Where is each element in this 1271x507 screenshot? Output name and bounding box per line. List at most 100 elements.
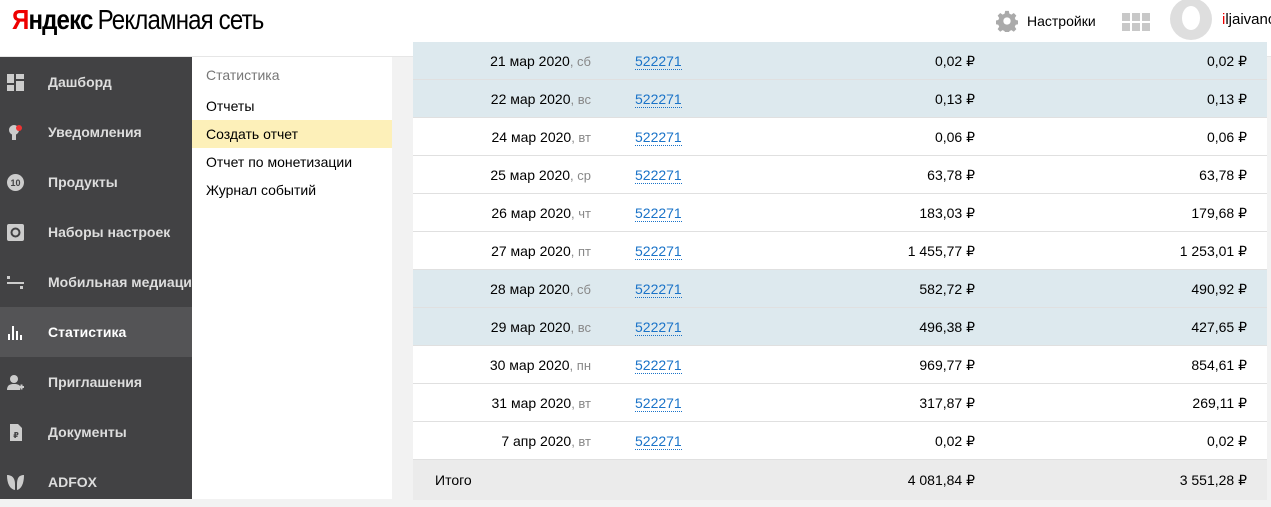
value-cell-1: 0,02 ₽	[934, 433, 975, 449]
weekday: , вт	[571, 434, 591, 449]
sidebar: Дашборд Уведомления 10 Продукты Наборы настр…	[0, 57, 200, 499]
total-value-1: 4 081,84 ₽	[907, 472, 975, 488]
stats-submenu: Статистика Отчеты Создать отчет Отчет по м…	[192, 57, 392, 499]
total-label: Итого	[435, 472, 472, 488]
logo-text: ндекс	[28, 4, 93, 35]
block-id-link[interactable]: 522271	[635, 319, 682, 336]
value-cell-1: 63,78 ₽	[927, 167, 975, 183]
date-text: 26 мар 2020	[491, 205, 572, 221]
sidebar-item-3[interactable]: 10 Продукты	[0, 157, 192, 207]
value-cell-1: 582,72 ₽	[919, 281, 975, 297]
date-cell: 28 мар 2020, сб	[490, 281, 591, 297]
block-id-link[interactable]: 522271	[635, 281, 682, 298]
submenu-item[interactable]: Отчет по монетизации	[206, 154, 353, 170]
weekday: , ср	[570, 168, 591, 183]
value-cell-1: 317,87 ₽	[919, 395, 975, 411]
block-id-link[interactable]: 522271	[635, 395, 682, 412]
table-row: 31 мар 2020, вт 522271 317,87 ₽ 269,11 ₽	[413, 384, 1267, 422]
bar-chart-icon	[7, 324, 24, 341]
sidebar-item-label: Продукты	[48, 174, 118, 190]
sidebar-item-label: Приглашения	[48, 374, 143, 390]
date-text: 22 мар 2020	[490, 91, 571, 107]
value-cell-2: 63,78 ₽	[1199, 167, 1247, 183]
block-id-link[interactable]: 522271	[635, 53, 682, 70]
table-row: 28 мар 2020, сб 522271 582,72 ₽ 490,92 ₽	[413, 270, 1267, 308]
settings-button[interactable]: Настройки	[996, 10, 1096, 32]
value-cell-2: 490,92 ₽	[1191, 281, 1247, 297]
submenu-item[interactable]: Журнал событий	[206, 182, 317, 198]
table-row: 22 мар 2020, вс 522271 0,13 ₽ 0,13 ₽	[413, 80, 1267, 118]
sidebar-item-8[interactable]: ₽ Документы	[0, 407, 192, 457]
date-text: 31 мар 2020	[491, 395, 572, 411]
sidebar-item-9[interactable]: ADFOX	[0, 457, 192, 507]
total-row: Итого 4 081,84 ₽ 3 551,28 ₽	[413, 460, 1267, 500]
sidebar-item-4[interactable]: Наборы настроек	[0, 207, 192, 257]
weekday: , сб	[569, 282, 591, 297]
sidebar-item-2[interactable]: Уведомления	[0, 107, 192, 157]
block-id-link[interactable]: 522271	[635, 167, 682, 184]
block-id-link[interactable]: 522271	[635, 129, 682, 146]
sidebar-item-label: ADFOX	[48, 474, 97, 490]
value-cell-2: 854,61 ₽	[1191, 357, 1247, 373]
table-row: 25 мар 2020, ср 522271 63,78 ₽ 63,78 ₽	[413, 156, 1267, 194]
logo-letter: Я	[12, 4, 29, 35]
apps-grid-icon[interactable]	[1122, 13, 1150, 31]
date-cell: 24 мар 2020, вт	[491, 129, 591, 145]
value-cell-2: 427,65 ₽	[1191, 319, 1247, 335]
date-text: 29 мар 2020	[490, 319, 571, 335]
weekday: , пт	[570, 244, 591, 259]
date-text: 24 мар 2020	[491, 129, 572, 145]
settings-label: Настройки	[1027, 13, 1096, 29]
value-cell-1: 0,06 ₽	[934, 129, 975, 145]
value-cell-2: 0,06 ₽	[1206, 129, 1247, 145]
weekday: , вт	[571, 396, 591, 411]
submenu-item[interactable]: Отчеты	[206, 98, 255, 114]
yandex-logo[interactable]: Яндекс Рекламная сеть	[12, 4, 265, 36]
sidebar-item-6[interactable]: Статистика	[0, 307, 192, 357]
value-cell-1: 496,38 ₽	[919, 319, 975, 335]
product-name: Рекламная сеть	[97, 4, 265, 35]
sidebar-item-label: Мобильная медиация	[48, 274, 201, 290]
value-cell-2: 0,02 ₽	[1206, 433, 1247, 449]
svg-text:10: 10	[10, 178, 20, 188]
value-cell-1: 183,03 ₽	[919, 205, 975, 221]
table-row: 27 мар 2020, пт 522271 1 455,77 ₽ 1 253,01 …	[413, 232, 1267, 270]
sidebar-item-label: Наборы настроек	[48, 224, 171, 240]
dashboard-icon	[7, 73, 24, 91]
add-user-icon	[7, 374, 24, 391]
date-cell: 31 мар 2020, вт	[491, 395, 591, 411]
table-row: 26 мар 2020, чт 522271 183,03 ₽ 179,68 ₽	[413, 194, 1267, 232]
date-cell: 26 мар 2020, чт	[491, 205, 591, 221]
block-id-link[interactable]: 522271	[635, 243, 682, 260]
bulb-icon	[7, 124, 24, 141]
block-id-link[interactable]: 522271	[635, 91, 682, 108]
weekday: , пн	[569, 358, 591, 373]
sidebar-item-7[interactable]: Приглашения	[0, 357, 192, 407]
avatar[interactable]	[1170, 0, 1212, 40]
block-id-link[interactable]: 522271	[635, 205, 682, 222]
svg-text:₽: ₽	[13, 431, 19, 440]
sidebar-item-1[interactable]: Дашборд	[0, 57, 192, 107]
block-id-link[interactable]: 522271	[635, 433, 682, 450]
value-cell-1: 1 455,77 ₽	[907, 243, 975, 259]
gear-icon	[996, 10, 1018, 32]
gear-icon	[7, 223, 24, 241]
date-text: 7 апр 2020	[501, 433, 572, 449]
table-row: 24 мар 2020, вт 522271 0,06 ₽ 0,06 ₽	[413, 118, 1267, 156]
sidebar-item-label: Статистика	[48, 324, 127, 340]
submenu-item[interactable]: Создать отчет	[192, 120, 392, 148]
weekday: , вт	[571, 130, 591, 145]
value-cell-1: 969,77 ₽	[919, 357, 975, 373]
date-cell: 21 мар 2020, сб	[490, 53, 591, 69]
table-row: 7 апр 2020, вт 522271 0,02 ₽ 0,02 ₽	[413, 422, 1267, 460]
sidebar-item-label: Уведомления	[48, 124, 142, 140]
report-table: 21 мар 2020, сб 522271 0,02 ₽ 0,02 ₽ 22 мар …	[413, 42, 1267, 500]
date-cell: 25 мар 2020, ср	[490, 167, 591, 183]
sidebar-item-5[interactable]: Мобильная медиация	[0, 257, 200, 307]
username[interactable]: iljaivanc	[1222, 11, 1271, 28]
table-row: 21 мар 2020, сб 522271 0,02 ₽ 0,02 ₽	[413, 42, 1267, 80]
products-badge-icon: 10	[7, 173, 24, 191]
block-id-link[interactable]: 522271	[635, 357, 682, 374]
date-text: 30 мар 2020	[489, 357, 570, 373]
mediation-icon	[7, 274, 24, 291]
